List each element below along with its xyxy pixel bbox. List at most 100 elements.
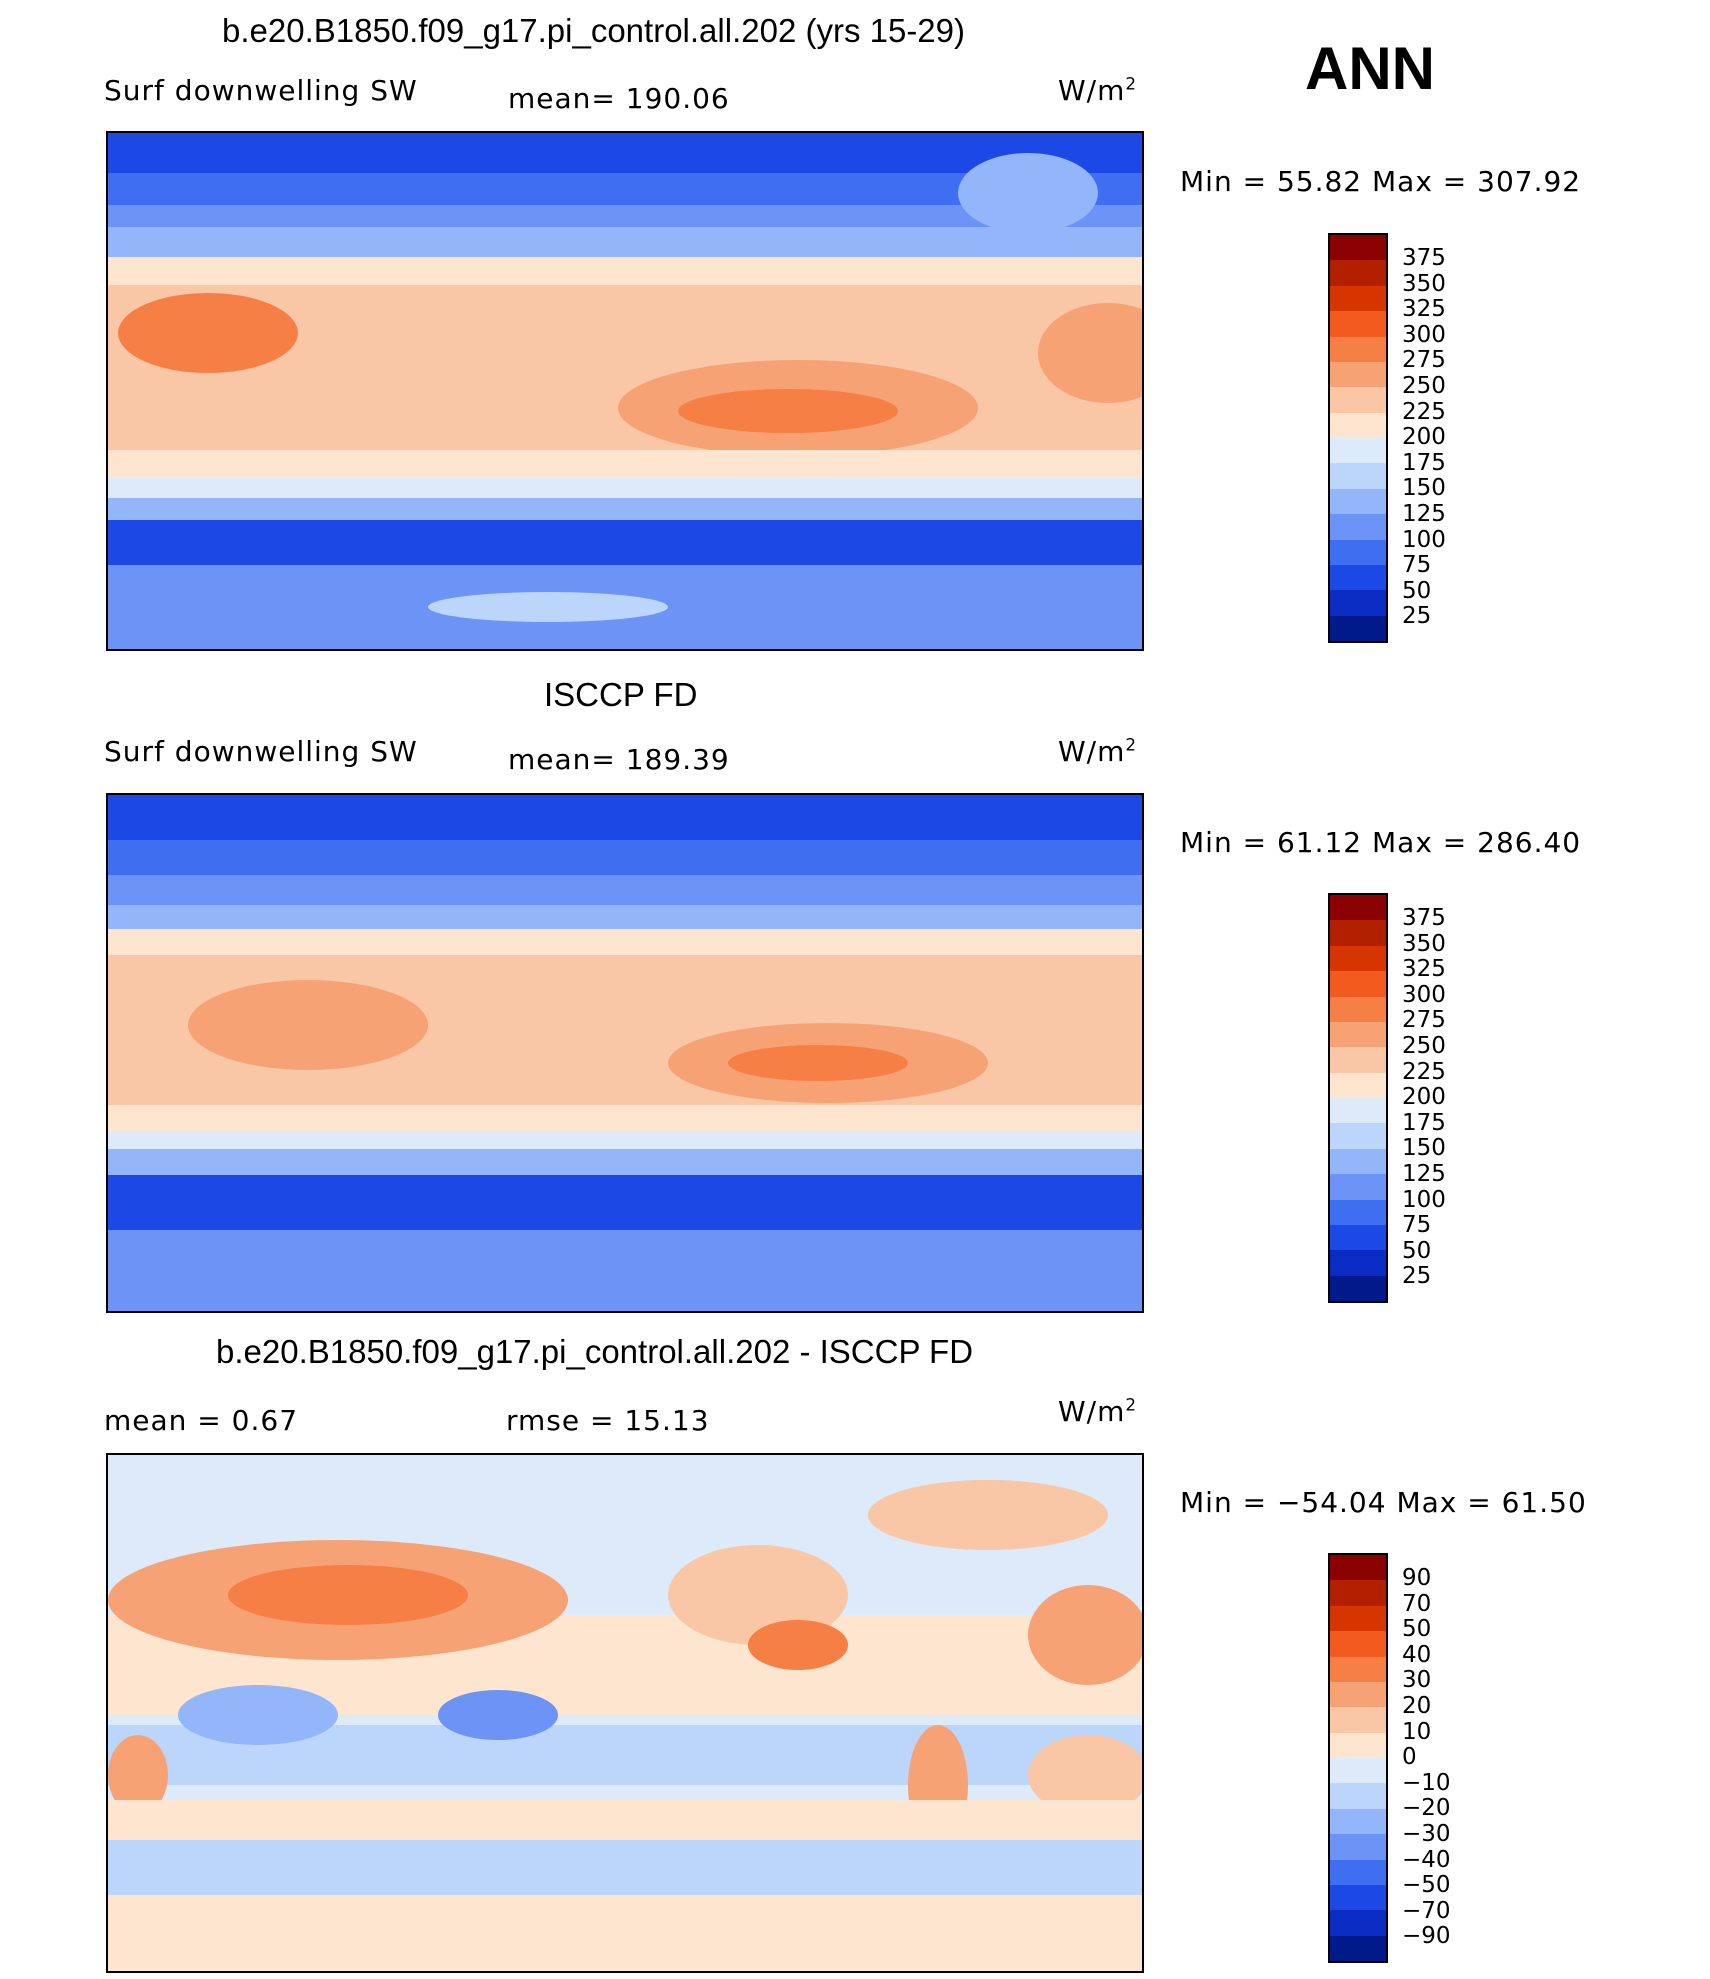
- panel-diff-colorbar: [1328, 1553, 1388, 1963]
- panel-top-minmax: Min = 55.82 Max = 307.92: [1180, 165, 1582, 198]
- colorbar-swatch: [1330, 539, 1386, 565]
- colorbar-swatch: [1330, 1783, 1386, 1809]
- panel-top-colorbar-labels: 375 350 325 300 275 250 225 200 175 150 125 100 75 50…: [1402, 245, 1446, 630]
- panel-mid-colorbar-labels: 375 350 325 300 275 250 225 200 175 150 125 100 75 50…: [1402, 905, 1446, 1290]
- colorbar-swatch: [1330, 387, 1386, 413]
- panel-diff-minmax: Min = −54.04 Max = 61.50: [1180, 1486, 1587, 1519]
- colorbar-tick-label: 325: [1402, 296, 1446, 323]
- colorbar-swatch: [1330, 1555, 1386, 1581]
- colorbar-swatch: [1330, 1098, 1386, 1124]
- colorbar-swatch: [1330, 1275, 1386, 1301]
- panel-top-title: b.e20.B1850.f09_g17.pi_control.all.202 (…: [222, 12, 965, 49]
- colorbar-swatch: [1330, 285, 1386, 312]
- colorbar-tick-label: −20: [1402, 1795, 1451, 1822]
- panel-diff-colorbar-labels: 90 70 50 40 30 20 10 0 −10 −20 −30 −40 −50 −70 −90: [1402, 1565, 1451, 1950]
- colorbar-tick-label: 50: [1402, 1616, 1432, 1643]
- colorbar-swatch: [1330, 1250, 1386, 1276]
- colorbar-tick-label: 40: [1402, 1641, 1432, 1668]
- colorbar-swatch: [1330, 1605, 1386, 1632]
- colorbar-swatch: [1330, 1656, 1386, 1682]
- colorbar-tick-label: 175: [1402, 449, 1446, 476]
- colorbar-tick-label: 250: [1402, 1032, 1446, 1059]
- colorbar-tick-label: −30: [1402, 1820, 1451, 1847]
- colorbar-tick-label: 375: [1402, 245, 1446, 271]
- colorbar-swatch: [1330, 920, 1386, 946]
- panel-mid-variable: Surf downwelling SW: [104, 735, 418, 768]
- panel-top-mean: mean= 190.06: [508, 82, 730, 115]
- colorbar-swatch: [1330, 996, 1386, 1022]
- colorbar-swatch: [1330, 1072, 1386, 1098]
- colorbar-tick-label: 125: [1402, 500, 1446, 527]
- colorbar-tick-label: −10: [1402, 1769, 1451, 1796]
- colorbar-swatch: [1330, 1834, 1386, 1860]
- colorbar-swatch: [1330, 615, 1386, 641]
- colorbar-tick-label: 275: [1402, 347, 1446, 374]
- panel-diff-mean: mean = 0.67: [104, 1404, 299, 1437]
- panel-mid-map: [106, 793, 1144, 1313]
- colorbar-swatch: [1330, 1935, 1386, 1961]
- colorbar-swatch: [1330, 488, 1386, 515]
- colorbar-tick-label: 75: [1402, 1212, 1432, 1239]
- colorbar-tick-label: 90: [1402, 1565, 1432, 1591]
- panel-mid-colorbar: [1328, 893, 1388, 1303]
- colorbar-swatch: [1330, 463, 1386, 489]
- colorbar-swatch: [1330, 1021, 1386, 1048]
- colorbar-swatch: [1330, 1047, 1386, 1073]
- colorbar-tick-label: −40: [1402, 1846, 1451, 1873]
- panel-top-variable: Surf downwelling SW: [104, 74, 418, 107]
- panel-diff-map: [106, 1453, 1144, 1973]
- colorbar-swatch: [1330, 1859, 1386, 1885]
- colorbar-tick-label: 350: [1402, 930, 1446, 957]
- colorbar-tick-label: 100: [1402, 1186, 1446, 1213]
- colorbar-tick-label: 300: [1402, 981, 1446, 1008]
- colorbar-swatch: [1330, 1580, 1386, 1606]
- colorbar-tick-label: 125: [1402, 1160, 1446, 1187]
- colorbar-swatch: [1330, 1148, 1386, 1175]
- colorbar-swatch: [1330, 235, 1386, 261]
- panel-mid-mean: mean= 189.39: [508, 743, 730, 776]
- panel-top-units: W/m2: [1058, 73, 1138, 107]
- colorbar-swatch: [1330, 336, 1386, 362]
- colorbar-tick-label: 200: [1402, 424, 1446, 451]
- colorbar-tick-label: 150: [1402, 1135, 1446, 1162]
- colorbar-swatch: [1330, 1224, 1386, 1251]
- colorbar-swatch: [1330, 1631, 1386, 1657]
- colorbar-swatch: [1330, 260, 1386, 286]
- colorbar-swatch: [1330, 1884, 1386, 1911]
- panel-diff-units: W/m2: [1058, 1394, 1138, 1428]
- colorbar-tick-label: 200: [1402, 1084, 1446, 1111]
- panel-diff-rmse: rmse = 15.13: [506, 1404, 710, 1437]
- colorbar-tick-label: 375: [1402, 905, 1446, 931]
- colorbar-tick-label: 325: [1402, 956, 1446, 983]
- colorbar-tick-label: 10: [1402, 1718, 1432, 1745]
- colorbar-swatch: [1330, 1707, 1386, 1733]
- colorbar-tick-label: 75: [1402, 552, 1432, 579]
- colorbar-swatch: [1330, 1199, 1386, 1225]
- colorbar-tick-label: 275: [1402, 1007, 1446, 1034]
- colorbar-tick-label: 20: [1402, 1692, 1432, 1719]
- colorbar-swatch: [1330, 1732, 1386, 1758]
- colorbar-tick-label: −70: [1402, 1897, 1451, 1924]
- colorbar-swatch: [1330, 514, 1386, 540]
- colorbar-tick-label: 300: [1402, 321, 1446, 348]
- colorbar-swatch: [1330, 438, 1386, 464]
- colorbar-swatch: [1330, 1681, 1386, 1708]
- colorbar-tick-label: 225: [1402, 1058, 1446, 1085]
- colorbar-tick-label: 250: [1402, 372, 1446, 399]
- colorbar-tick-label: 225: [1402, 398, 1446, 425]
- colorbar-swatch: [1330, 1174, 1386, 1200]
- colorbar-swatch: [1330, 1910, 1386, 1936]
- colorbar-swatch: [1330, 1123, 1386, 1149]
- colorbar-tick-label: 30: [1402, 1667, 1432, 1694]
- panel-top-colorbar: [1328, 233, 1388, 643]
- colorbar-swatch: [1330, 945, 1386, 972]
- colorbar-tick-label: 70: [1402, 1590, 1432, 1617]
- colorbar-tick-label: 150: [1402, 475, 1446, 502]
- colorbar-tick-label: 350: [1402, 270, 1446, 297]
- colorbar-swatch: [1330, 564, 1386, 591]
- colorbar-swatch: [1330, 895, 1386, 921]
- colorbar-swatch: [1330, 361, 1386, 388]
- panel-diff-title: b.e20.B1850.f09_g17.pi_control.all.202 -…: [216, 1333, 974, 1370]
- panel-top-map: [106, 131, 1144, 651]
- colorbar-swatch: [1330, 1808, 1386, 1835]
